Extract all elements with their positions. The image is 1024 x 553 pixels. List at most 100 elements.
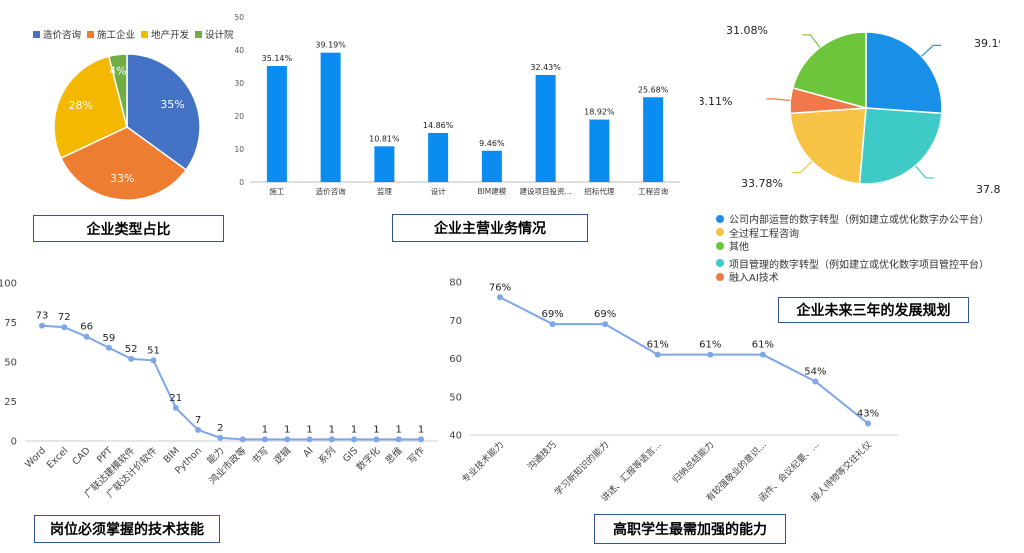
data-point bbox=[284, 436, 291, 443]
abilities-line-chart: 40 50 60 70 80 76% 专业技术能力 69% 沟通技巧 69% 学习新知识的能力 61%… bbox=[449, 278, 898, 504]
point-data-label: 59 bbox=[103, 333, 116, 344]
type-share-caption: 企业类型占比 bbox=[33, 215, 224, 242]
x-tick-label: 写作 bbox=[405, 444, 427, 466]
x-tick-label: 思维 bbox=[383, 444, 405, 466]
data-point bbox=[150, 357, 157, 364]
point-data-label: 43% bbox=[857, 409, 879, 420]
type-share-pie-chart: 35% 33% 28% 4% bbox=[53, 53, 201, 201]
bar bbox=[374, 146, 395, 182]
bar-data-label: 10.81% bbox=[369, 134, 400, 143]
data-point bbox=[759, 351, 766, 358]
legend-swatch bbox=[195, 30, 203, 38]
data-point bbox=[707, 351, 714, 358]
data-point bbox=[549, 321, 556, 328]
legend-swatch bbox=[716, 228, 724, 237]
y-tick-label: 75 bbox=[4, 318, 17, 329]
point-data-label: 69% bbox=[541, 309, 563, 320]
bar-data-label: 9.46% bbox=[479, 139, 505, 148]
legend-item: 地产开发 bbox=[141, 27, 189, 41]
pie-slice-0 bbox=[865, 31, 943, 115]
point-data-label: 1 bbox=[284, 424, 290, 435]
leader-line bbox=[766, 98, 791, 102]
bar-data-label: 39.19% bbox=[315, 41, 346, 50]
slice-label: 8.11% bbox=[700, 95, 732, 108]
point-data-label: 1 bbox=[418, 424, 424, 435]
y-tick-label: 50 bbox=[4, 358, 17, 369]
y-tick-label: 30 bbox=[234, 79, 244, 88]
pie-slice-3 bbox=[107, 53, 128, 128]
legend-label: 公司内部运营的数字转型（例如建立或优化数字办公平台） bbox=[729, 215, 989, 227]
x-tick-label: AI bbox=[301, 445, 315, 459]
legend-label: 其他 bbox=[729, 242, 749, 254]
legend-label: 设计院 bbox=[205, 30, 234, 41]
data-point bbox=[61, 324, 68, 331]
bar bbox=[266, 66, 287, 182]
legend-swatch bbox=[716, 272, 724, 281]
bar bbox=[535, 74, 556, 182]
x-tick-label: 招标代理 bbox=[584, 186, 614, 196]
slice-label: 39.19% bbox=[974, 37, 1000, 50]
legend-item: 融入AI技术 bbox=[716, 270, 1021, 284]
series-line bbox=[499, 296, 869, 425]
pie-slice-4 bbox=[791, 31, 867, 109]
series-line bbox=[41, 324, 421, 441]
x-tick-label: 学习新知识的能力 bbox=[552, 439, 611, 498]
point-data-label: 61% bbox=[699, 340, 721, 351]
x-tick-label: Word bbox=[23, 445, 48, 470]
bar-data-label: 18.92% bbox=[584, 108, 615, 117]
point-data-label: 2 bbox=[217, 423, 223, 434]
bar bbox=[481, 150, 502, 182]
future-plan-pie-chart: 39.19% 37.84% 33.78% 8.11% 31.08% bbox=[700, 24, 1000, 196]
legend-item: 设计院 bbox=[195, 27, 234, 41]
point-data-label: 1 bbox=[351, 424, 357, 435]
x-tick-label: 专业技术能力 bbox=[459, 439, 506, 486]
slice-label: 31.08% bbox=[726, 24, 768, 37]
x-tick-label: 沟通技巧 bbox=[525, 439, 559, 473]
legend-label: 融入AI技术 bbox=[729, 273, 779, 285]
data-point bbox=[395, 436, 402, 443]
point-data-label: 52 bbox=[125, 344, 138, 355]
future-plan-caption: 企业未来三年的发展规划 bbox=[778, 297, 969, 323]
pie-slice-0 bbox=[126, 53, 201, 171]
pie-slice-1 bbox=[858, 107, 943, 185]
legend-item: 造价咨询 bbox=[33, 27, 81, 41]
legend-item: 全过程工程咨询 bbox=[716, 226, 1021, 240]
x-tick-label: 施工 bbox=[269, 186, 284, 196]
data-point bbox=[128, 355, 135, 362]
point-data-label: 1 bbox=[373, 424, 379, 435]
y-tick-label: 40 bbox=[449, 431, 462, 442]
y-tick-label: 25 bbox=[4, 397, 17, 408]
y-tick-label: 0 bbox=[239, 178, 244, 187]
x-tick-label: 逻辑 bbox=[271, 444, 293, 466]
point-data-label: 21 bbox=[169, 393, 182, 404]
x-tick-label: 工程咨询 bbox=[638, 186, 668, 196]
point-data-label: 1 bbox=[329, 424, 335, 435]
legend-swatch bbox=[716, 214, 724, 223]
main-business-bar-chart: 0 10 20 30 40 50 35.14% 施工 39.19% 造价咨询 10.81% 监理 14.… bbox=[234, 13, 680, 196]
y-tick-label: 70 bbox=[449, 316, 462, 327]
point-data-label: 66 bbox=[80, 322, 93, 333]
y-tick-label: 10 bbox=[234, 145, 244, 154]
legend-item: 施工企业 bbox=[87, 27, 135, 41]
y-tick-label: 60 bbox=[449, 354, 462, 365]
legend-item: 其他 bbox=[716, 239, 1021, 253]
bar-data-label: 25.68% bbox=[638, 85, 669, 94]
point-data-label: 51 bbox=[147, 345, 160, 356]
data-point bbox=[654, 351, 661, 358]
y-tick-label: 40 bbox=[234, 46, 244, 55]
data-point bbox=[83, 333, 90, 340]
legend-swatch bbox=[87, 30, 95, 38]
tech-skills-caption: 岗位必须掌握的技术技能 bbox=[34, 515, 220, 543]
y-tick-label: 100 bbox=[0, 279, 17, 290]
slice-label: 28% bbox=[69, 99, 93, 112]
x-tick-label: 造价咨询 bbox=[316, 186, 346, 196]
pie-slice-1 bbox=[59, 126, 188, 201]
data-point bbox=[418, 436, 424, 443]
slice-label: 33.78% bbox=[741, 177, 783, 190]
legend-item: 公司内部运营的数字转型（例如建立或优化数字办公平台） bbox=[716, 212, 1021, 226]
legend-label: 项目管理的数字转型（例如建立或优化数字项目管控平台） bbox=[729, 259, 989, 271]
point-data-label: 61% bbox=[752, 340, 774, 351]
leader-line bbox=[921, 44, 942, 57]
legend-label: 地产开发 bbox=[151, 30, 190, 41]
point-data-label: 61% bbox=[647, 340, 669, 351]
